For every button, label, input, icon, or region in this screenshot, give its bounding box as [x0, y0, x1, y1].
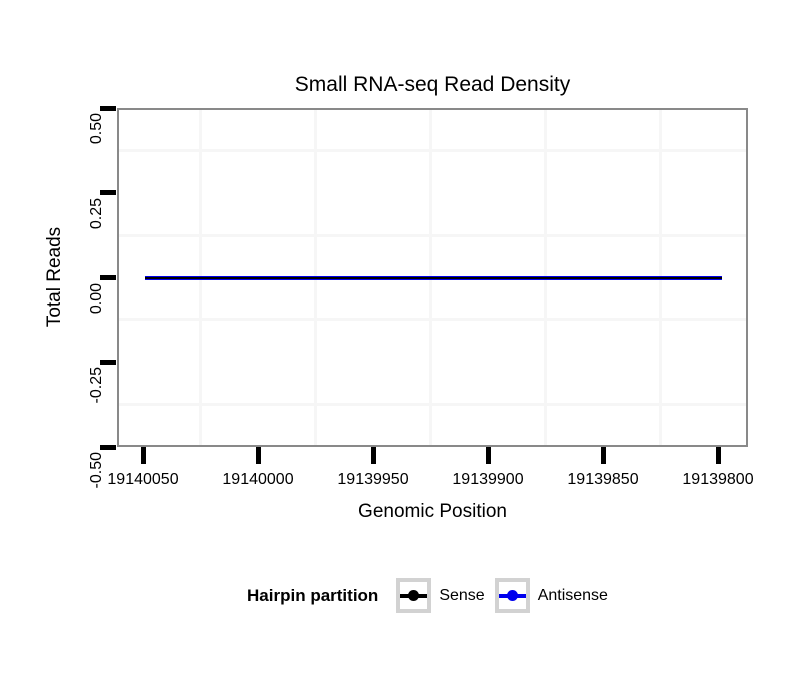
y-tick-mark: [100, 359, 116, 365]
legend-key-sense: [396, 578, 432, 613]
series-line-sense: [145, 276, 722, 279]
y-tick-mark: [100, 105, 116, 111]
chart-title: Small RNA-seq Read Density: [294, 73, 571, 96]
x-tick-mark: [485, 447, 491, 464]
x-tick-label: 19139850: [567, 471, 639, 488]
minor-gridline-horizontal: [119, 233, 746, 237]
plot-panel: [117, 108, 748, 447]
y-axis-title: Total Reads: [44, 226, 65, 328]
legend-key-antisense: [494, 578, 530, 613]
minor-gridline-horizontal: [119, 148, 746, 152]
y-tick-label: 0.25: [88, 197, 105, 229]
x-tick-mark: [715, 447, 721, 464]
x-tick-mark: [140, 447, 146, 464]
y-tick-label: 0.50: [88, 113, 105, 145]
x-tick-mark: [600, 447, 606, 464]
legend: Hairpin partition Sense Antisense: [117, 578, 748, 613]
legend-item-label: Sense: [439, 586, 485, 604]
legend-item-label: Antisense: [537, 586, 608, 604]
y-tick-mark: [100, 190, 116, 196]
y-tick-label: -0.25: [88, 367, 105, 404]
minor-gridline-horizontal: [119, 403, 746, 407]
y-tick-mark: [100, 444, 116, 450]
y-tick-mark: [100, 275, 116, 280]
x-tick-label: 19139900: [452, 471, 524, 488]
x-tick-mark: [370, 447, 376, 464]
minor-gridline-horizontal: [119, 318, 746, 322]
x-tick-mark: [255, 447, 261, 464]
y-tick-label: 0.00: [88, 282, 105, 314]
legend-item-sense: Sense: [396, 578, 485, 613]
x-tick-label: 19139800: [682, 471, 754, 488]
x-axis-title: Genomic Position: [358, 501, 507, 522]
legend-item-antisense: Antisense: [494, 578, 608, 613]
legend-key-dot: [506, 590, 518, 601]
x-tick-label: 19140000: [222, 471, 294, 488]
x-tick-label: 19140050: [107, 471, 179, 488]
legend-title: Hairpin partition: [247, 585, 379, 605]
x-tick-label: 19139950: [337, 471, 409, 488]
legend-key-dot: [408, 590, 420, 601]
